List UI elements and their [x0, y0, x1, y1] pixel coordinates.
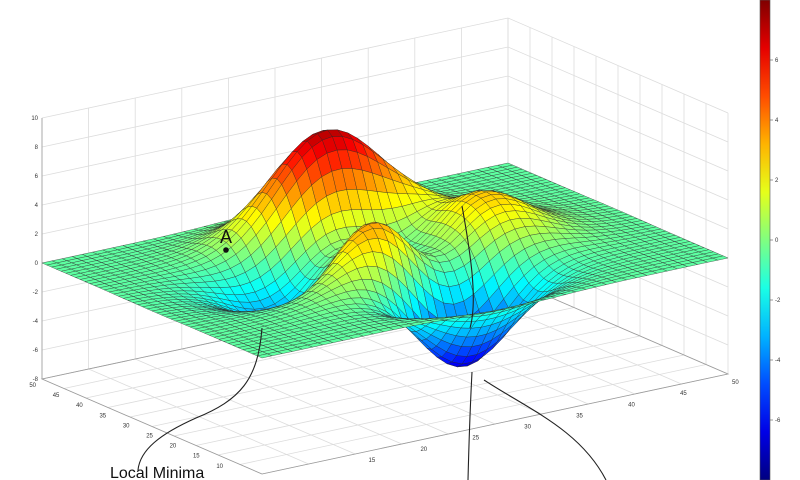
z-tick-label: 2: [35, 232, 39, 238]
floor-gridline: [129, 316, 597, 418]
y-tick-label: 35: [99, 413, 106, 419]
x-tick-label: 45: [680, 391, 687, 397]
x-tick-label: 25: [472, 436, 479, 442]
z-tick-label: -2: [33, 290, 39, 296]
y-tick-label: 20: [170, 444, 177, 450]
axis-tick-labels: 1086420-2-4-6-85045403530252015101520253…: [29, 116, 739, 470]
point-a-label: A: [220, 227, 232, 247]
z-tick-label: 10: [31, 116, 38, 122]
y-tick-label: 45: [53, 393, 60, 399]
x-tick-label: 35: [576, 413, 583, 419]
point-a-marker: [223, 247, 229, 253]
wall-z-gridline: [41, 104, 729, 206]
callout-line-center: [467, 371, 473, 480]
colorbar-tick-label: -6: [775, 418, 781, 424]
callout-line-bottom-right: [483, 379, 607, 480]
floor-gridline: [151, 326, 619, 427]
colorbar-gradient: [759, 0, 771, 480]
annotations: A Local Minima: [110, 205, 607, 480]
y-tick-label: 25: [146, 433, 153, 439]
callout-line-left: [137, 327, 263, 471]
wall-z-gridline: [41, 17, 729, 119]
colorbar-tick-label: 0: [775, 238, 779, 244]
colorbar-tick-label: 2: [775, 178, 779, 184]
y-tick-label: 50: [29, 383, 36, 389]
local-minima-label: Local Minima: [110, 465, 204, 480]
y-tick-label: 40: [76, 403, 83, 409]
wall-z-gridline: [41, 46, 729, 148]
wall-z-gridline: [41, 75, 729, 177]
colorbar-tick-label: -4: [775, 358, 781, 364]
surface-facet: [712, 255, 729, 261]
y-tick-label: 30: [123, 423, 130, 429]
y-tick-label: 15: [193, 454, 200, 460]
z-tick-label: 0: [35, 261, 39, 267]
x-tick-label: 50: [732, 380, 739, 386]
x-tick-label: 30: [524, 425, 531, 431]
x-tick-label: 20: [420, 447, 427, 453]
colorbar-tick-label: -2: [775, 298, 781, 304]
colorbar: 6 4 2 0 -2 -4 -6: [759, 0, 781, 480]
z-tick-label: -6: [33, 348, 39, 354]
callout-line-right: [461, 205, 474, 329]
colorbar-tick-label: 6: [775, 58, 779, 64]
x-tick-label: 40: [628, 402, 635, 408]
wall-z-gridline: [41, 133, 729, 235]
z-tick-label: 6: [35, 174, 39, 180]
colorbar-tick-label: 4: [775, 118, 779, 124]
z-tick-label: -4: [33, 319, 39, 325]
z-tick-label: 8: [35, 145, 39, 151]
x-tick-label: 15: [369, 458, 376, 464]
y-tick-label: 10: [216, 464, 223, 470]
z-tick-label: 4: [35, 203, 39, 209]
axes-grid: [40, 17, 730, 475]
z-tick-label: -8: [33, 377, 39, 383]
surface-mesh: [41, 129, 729, 368]
